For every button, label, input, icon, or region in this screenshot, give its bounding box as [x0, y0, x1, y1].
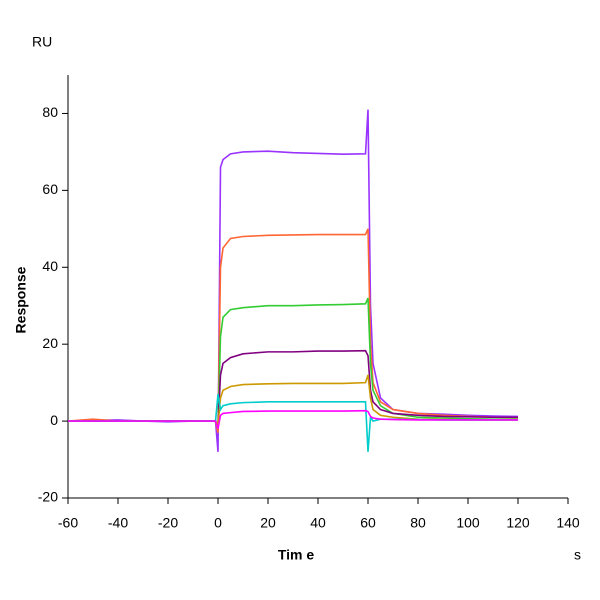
y-tick-label: 80 [42, 104, 58, 120]
x-axis-label: Tim e [278, 547, 315, 563]
y-tick-label: -20 [38, 489, 58, 505]
x-tick-label: 120 [506, 515, 530, 531]
series-line [68, 297, 518, 430]
y-axis-label: Response [13, 266, 29, 333]
x-tick-label: 60 [360, 515, 376, 531]
y-tick-label: 40 [42, 258, 58, 274]
x-tick-label: 40 [310, 515, 326, 531]
x-tick-label: 140 [556, 515, 580, 531]
y-tick-label: 0 [50, 412, 58, 428]
x-tick-label: 0 [214, 515, 222, 531]
x-tick-label: 80 [410, 515, 426, 531]
x-tick-label: 100 [456, 515, 480, 531]
x-unit: s [574, 547, 581, 563]
y-unit: RU [32, 34, 52, 50]
series-line [68, 409, 518, 430]
x-tick-label: -40 [108, 515, 128, 531]
y-tick-label: 20 [42, 335, 58, 351]
x-tick-label: -60 [58, 515, 78, 531]
y-tick-label: 60 [42, 181, 58, 197]
series-line [68, 394, 518, 452]
x-tick-label: -20 [158, 515, 178, 531]
x-tick-label: 20 [260, 515, 276, 531]
series-line [67, 109, 519, 452]
